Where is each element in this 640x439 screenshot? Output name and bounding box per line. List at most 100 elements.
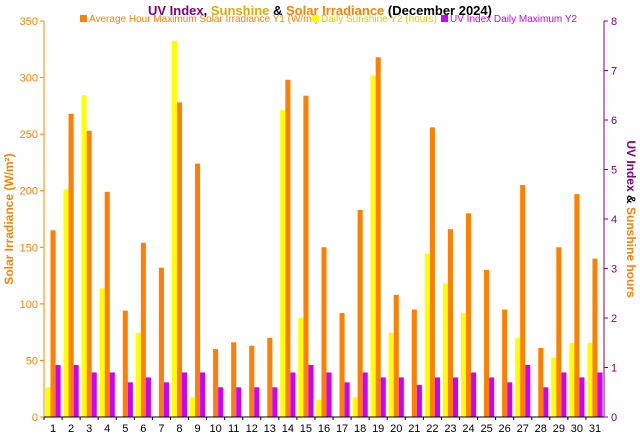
bar-irradiance [447, 229, 453, 417]
bar-sunshine [298, 318, 304, 417]
bar-uv [380, 377, 386, 417]
bar-uv [362, 372, 368, 417]
bar-sunshine [352, 397, 358, 417]
x-tick-label: 21 [408, 423, 420, 435]
bar-uv [507, 382, 513, 417]
bar-irradiance [104, 191, 110, 417]
bar-sunshine [280, 110, 286, 417]
right-tick-label: 0 [611, 412, 617, 424]
bar-uv [290, 372, 296, 417]
x-tick-label: 25 [480, 423, 492, 435]
bar-irradiance [176, 102, 183, 418]
bar-irradiance [303, 95, 309, 418]
left-tick-label: 250 [20, 129, 38, 141]
bar-uv [272, 387, 278, 417]
bar-irradiance [213, 349, 219, 417]
title-part: , [204, 3, 211, 18]
legend-swatch [441, 15, 448, 22]
x-tick-label: 6 [140, 423, 146, 435]
bar-irradiance [339, 312, 345, 417]
bar-uv [525, 365, 531, 417]
bar-uv [218, 387, 224, 417]
x-tick-label: 1 [50, 423, 56, 435]
bar-uv [416, 384, 422, 417]
title-part: Sunshine [211, 3, 270, 18]
bar-sunshine [460, 313, 466, 417]
x-tick-label: 4 [104, 423, 110, 435]
x-tick-label: 24 [462, 423, 474, 435]
left-tick-label: 350 [20, 16, 38, 28]
x-tick-label: 26 [499, 423, 511, 435]
legend-label: UV Index Daily Maximum Y2 [450, 14, 578, 25]
left-axis-label: Solar Irradiance (W/m²) [2, 153, 16, 284]
bar-irradiance [484, 269, 490, 417]
bar-uv [163, 382, 170, 417]
x-tick-label: 3 [86, 423, 92, 435]
right-axis-label-part: UV Index [624, 140, 638, 192]
x-tick-label: 22 [426, 423, 438, 435]
bar-sunshine [189, 397, 196, 417]
x-tick-label: 30 [571, 423, 583, 435]
bar-sunshine [388, 332, 394, 417]
bar-irradiance [195, 163, 201, 417]
bar-uv [579, 377, 585, 417]
bar-uv [326, 372, 332, 417]
x-tick-label: 19 [372, 423, 384, 435]
bar-irradiance [375, 57, 381, 418]
bar-uv [471, 372, 477, 417]
x-tick-label: 9 [194, 423, 200, 435]
legend-label: Daily Sunshine Y2 (hours) [321, 14, 437, 25]
x-tick-label: 17 [336, 423, 348, 435]
legend: Average Hour Maximum Solar Irradiance Y1… [80, 14, 578, 25]
right-tick-label: 4 [611, 214, 617, 226]
bar-sunshine [63, 189, 69, 417]
bar-irradiance [158, 267, 164, 417]
x-tick-label: 7 [158, 423, 164, 435]
bar-sunshine [551, 357, 557, 417]
bar-sunshine [99, 288, 105, 417]
bar-sunshine [81, 95, 87, 417]
left-tick-label: 150 [20, 242, 38, 254]
bar-irradiance [592, 258, 598, 417]
x-tick-label: 27 [517, 423, 529, 435]
bar-irradiance [249, 345, 255, 417]
x-tick-label: 16 [318, 423, 330, 435]
bar-irradiance [68, 113, 74, 417]
bar-uv [434, 377, 440, 417]
bar-sunshine [316, 399, 322, 417]
x-tick-label: 12 [246, 423, 258, 435]
bar-sunshine [370, 75, 376, 417]
bar-sunshine [171, 40, 177, 418]
bar-uv [543, 387, 549, 417]
bar-uv [182, 372, 188, 417]
left-tick-label: 100 [20, 299, 38, 311]
left-tick-label: 200 [20, 186, 38, 198]
bar-uv [561, 372, 567, 417]
bar-sunshine [135, 332, 141, 417]
bar-sunshine [45, 387, 51, 417]
left-tick-label: 50 [26, 355, 38, 367]
right-axis-label: UV Index & Sunshine hours [624, 140, 638, 298]
right-tick-label: 6 [611, 115, 617, 127]
bar-irradiance [231, 342, 237, 417]
bar-irradiance [267, 337, 273, 417]
bar-uv [145, 377, 151, 417]
x-tick-label: 28 [535, 423, 547, 435]
left-tick-label: 300 [20, 73, 38, 85]
bar-sunshine [587, 342, 593, 417]
bar-irradiance [411, 309, 417, 417]
x-tick-label: 8 [176, 423, 182, 435]
bar-sunshine [442, 283, 448, 417]
bar-sunshine [569, 342, 575, 417]
bars [45, 40, 603, 418]
bar-sunshine [424, 253, 430, 417]
bar-uv [127, 382, 133, 417]
right-tick-label: 3 [611, 264, 617, 276]
bar-irradiance [502, 309, 508, 417]
chart-title: UV Index, Sunshine & Solar Irradiance (D… [148, 3, 492, 18]
x-tick-label: 18 [354, 423, 366, 435]
right-axis-label-part: & [624, 192, 638, 207]
bar-irradiance [538, 347, 544, 417]
